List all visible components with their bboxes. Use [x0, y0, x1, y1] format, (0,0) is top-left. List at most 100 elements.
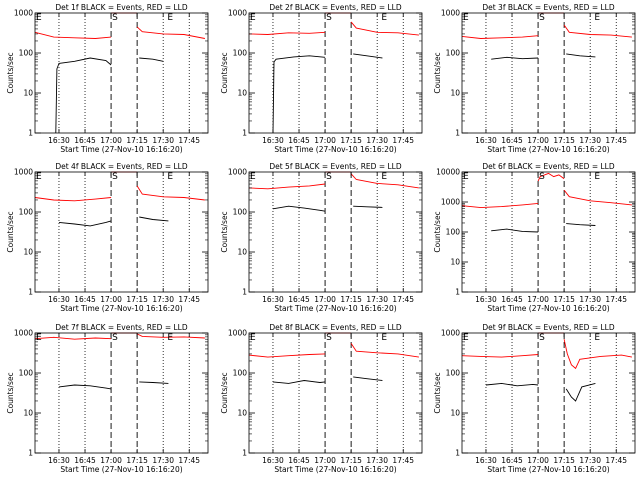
- annotation-label: S: [539, 13, 545, 23]
- x-axis-label: Start Time (27-Nov-10 16:16:20): [274, 304, 396, 313]
- plot-frame: [248, 171, 423, 293]
- x-tick-label: 17:45: [178, 456, 200, 465]
- x-axis-label: Start Time (27-Nov-10 16:16:20): [60, 304, 182, 313]
- x-tick-label: 16:30: [475, 295, 497, 304]
- x-tick-label: 16:45: [501, 456, 523, 465]
- events-series-line: [565, 382, 596, 402]
- annotation-label: E: [167, 333, 173, 343]
- panel-det-7: 16:30 16:45 17:00 17:15 17:30 17:45 1 10 100 1000…: [6, 323, 209, 474]
- y-tick-label: 1: [242, 288, 247, 297]
- lld-series-line: [350, 343, 419, 358]
- annotation-label: E: [594, 333, 600, 343]
- plot-frame: [248, 332, 423, 454]
- x-tick-label: 17:45: [178, 136, 200, 145]
- y-tick-label: 10: [237, 409, 247, 418]
- y-tick-label: 1000: [441, 329, 460, 338]
- lld-series-line: [537, 172, 565, 182]
- x-tick-label: 16:45: [501, 295, 523, 304]
- panel-det-3: 16:30 16:45 17:00 17:15 17:30 17:45 1 10 100 1000…: [433, 3, 636, 154]
- x-tick-label: 16:45: [288, 136, 310, 145]
- y-tick-label: 1: [455, 449, 460, 458]
- events-series-line: [55, 57, 112, 134]
- x-tick-label: 17:45: [392, 136, 414, 145]
- annotation-label: E: [250, 172, 256, 182]
- x-tick-label: 16:45: [288, 456, 310, 465]
- annotation-label: S: [112, 333, 118, 343]
- x-tick-label: 17:15: [553, 456, 575, 465]
- y-tick-label: 100: [19, 208, 34, 217]
- annotation-label: S: [326, 333, 332, 343]
- annotation-label: E: [463, 13, 469, 23]
- y-axis-label: Counts/sec: [6, 372, 15, 413]
- panel-det-1: 16:30 16:45 17:00 17:15 17:30 17:45 1 10 100 1000…: [6, 3, 209, 154]
- x-tick-label: 17:15: [553, 136, 575, 145]
- annotation-label: S: [112, 13, 118, 23]
- events-series-line: [139, 381, 169, 384]
- chart-title: Det 8f BLACK = Events, RED = LLD: [269, 323, 402, 332]
- y-tick-label: 100: [233, 369, 248, 378]
- y-tick-label: 1000: [228, 168, 247, 177]
- x-tick-label: 17:30: [366, 136, 388, 145]
- y-tick-label: 1: [28, 129, 33, 138]
- x-tick-label: 17:30: [579, 136, 601, 145]
- events-series-line: [272, 380, 326, 384]
- plot-frame: [34, 332, 209, 454]
- y-tick-label: 1000: [228, 9, 247, 18]
- x-tick-label: 16:30: [475, 456, 497, 465]
- x-tick-label: 16:30: [262, 456, 284, 465]
- panel-det-9: 16:30 16:45 17:00 17:15 17:30 17:45 1 10 100 1000…: [433, 323, 636, 474]
- events-series-line: [485, 382, 539, 387]
- y-tick-label: 1000: [14, 329, 33, 338]
- annotation-label: E: [250, 13, 256, 23]
- events-series-line: [353, 53, 383, 59]
- x-tick-label: 16:45: [501, 136, 523, 145]
- annotation-label: E: [36, 172, 42, 182]
- lld-series-line: [563, 24, 632, 38]
- x-tick-label: 16:30: [48, 295, 70, 304]
- x-tick-label: 17:00: [527, 136, 549, 145]
- annotation-label: E: [594, 13, 600, 23]
- lld-series-line: [461, 354, 539, 358]
- y-tick-label: 1: [28, 449, 33, 458]
- x-tick-label: 17:00: [314, 456, 336, 465]
- y-tick-label: 100: [19, 49, 34, 58]
- x-axis-label: Start Time (27-Nov-10 16:16:20): [487, 304, 609, 313]
- events-series-line: [566, 53, 596, 58]
- x-tick-label: 17:15: [340, 295, 362, 304]
- panel-det-8: 16:30 16:45 17:00 17:15 17:30 17:45 1 10 100 1000…: [220, 323, 423, 474]
- lld-series-line: [461, 35, 539, 39]
- x-tick-label: 17:30: [579, 456, 601, 465]
- events-series-line: [353, 376, 383, 381]
- lld-series-line: [248, 353, 326, 358]
- y-tick-label: 100: [233, 208, 248, 217]
- annotation-label: E: [381, 172, 387, 182]
- lld-series-line: [350, 173, 419, 189]
- y-axis-label: Counts/sec: [433, 211, 442, 252]
- lld-series-line: [248, 183, 326, 190]
- y-axis-label: Counts/sec: [220, 211, 229, 252]
- x-tick-label: 16:45: [74, 295, 96, 304]
- chart-title: Det 7f BLACK = Events, RED = LLD: [55, 323, 188, 332]
- annotation-label: S: [539, 333, 545, 343]
- annotation-label: S: [326, 172, 332, 182]
- y-tick-label: 1000: [228, 329, 247, 338]
- y-tick-label: 1000: [14, 9, 33, 18]
- y-tick-label: 1: [28, 288, 33, 297]
- plot-frame: [34, 171, 209, 293]
- annotation-label: S: [326, 13, 332, 23]
- plot-frame: [461, 171, 636, 293]
- annotation-label: E: [463, 172, 469, 182]
- y-tick-label: 10: [450, 89, 460, 98]
- events-series-line: [272, 55, 326, 134]
- chart-title: Det 6f BLACK = Events, RED = LLD: [482, 162, 615, 171]
- annotation-label: E: [36, 13, 42, 23]
- x-tick-label: 17:15: [126, 136, 148, 145]
- events-series-line: [139, 57, 164, 62]
- annotation-label: S: [539, 172, 545, 182]
- y-tick-label: 1: [455, 129, 460, 138]
- y-tick-label: 100: [19, 369, 34, 378]
- events-series-line: [491, 56, 539, 60]
- events-series-line: [58, 384, 112, 390]
- x-tick-label: 16:30: [48, 136, 70, 145]
